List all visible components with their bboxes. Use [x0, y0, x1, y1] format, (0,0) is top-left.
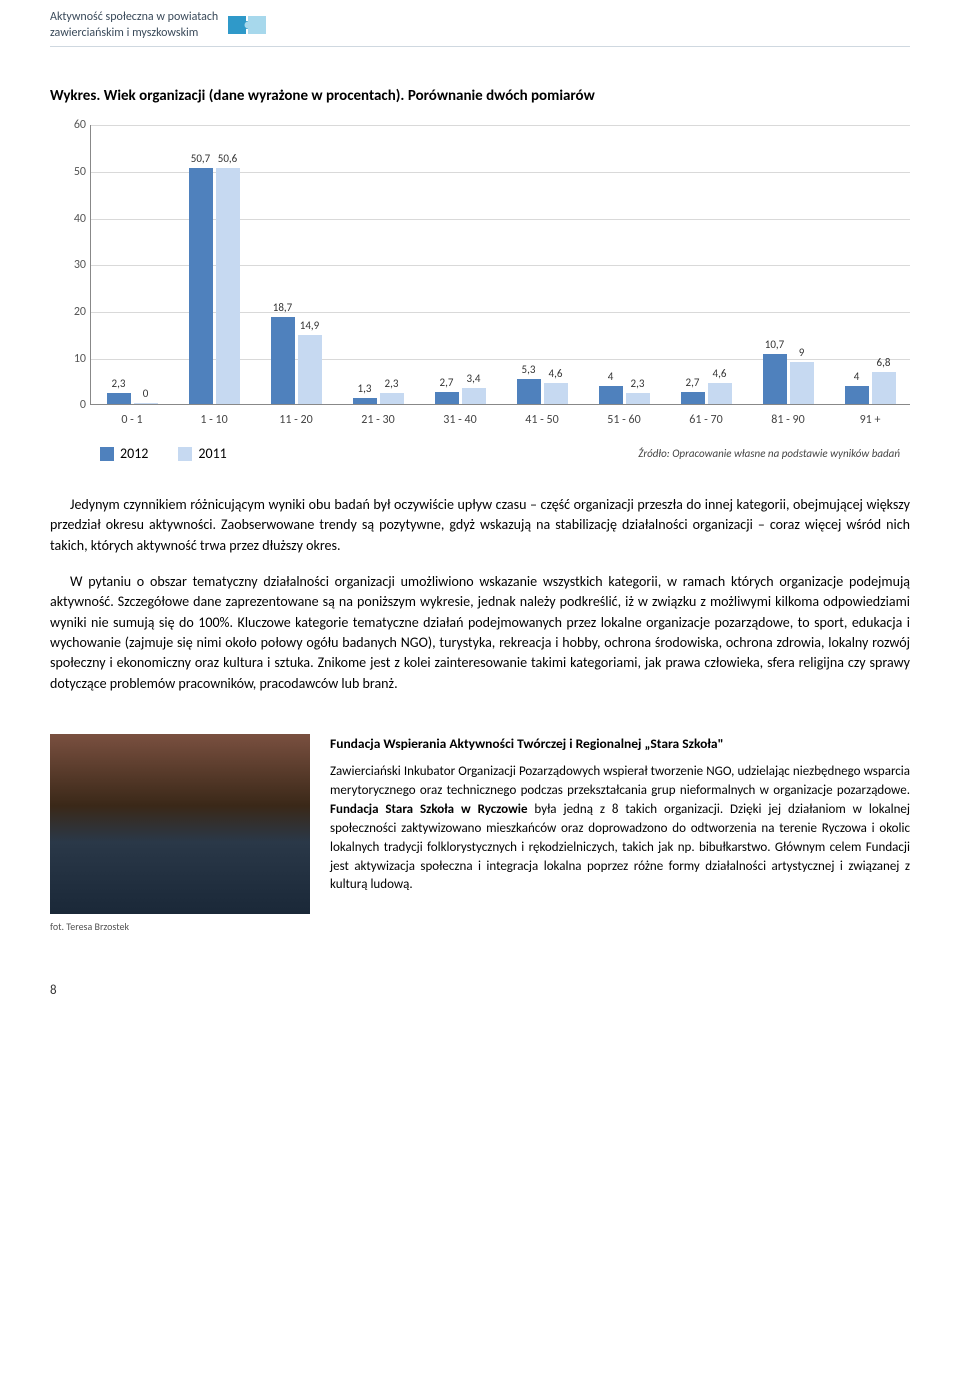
infobox-body: Zawierciański Inkubator Organizacji Poza…: [330, 763, 910, 895]
x-axis-label: 61 - 70: [689, 413, 722, 427]
bar-2011: 2,3: [380, 393, 404, 404]
chart-title: Wykres. Wiek organizacji (dane wyrażone …: [50, 87, 910, 105]
x-axis-label: 41 - 50: [525, 413, 558, 427]
bar-value-label: 50,6: [218, 152, 237, 165]
x-axis-label: 21 - 30: [361, 413, 394, 427]
bar-2011: 4,6: [544, 383, 568, 404]
bar-group: 10,79: [763, 354, 814, 404]
bar-2011: 3,4: [462, 388, 486, 404]
bar-2012: 4: [845, 386, 869, 405]
header-line2: zawierciańskim i myszkowskim: [50, 26, 218, 42]
y-axis-label: 0: [61, 398, 86, 412]
infobox: fot. Teresa Brzostek Fundacja Wspierania…: [50, 734, 910, 933]
page-number: 8: [50, 983, 910, 998]
infobox-body-pre: Zawierciański Inkubator Organizacji Poza…: [330, 764, 910, 798]
grid-line: [91, 125, 910, 126]
bar-value-label: 4,6: [549, 367, 563, 380]
bar-value-label: 4: [608, 370, 614, 383]
bar-2012: 2,7: [435, 392, 459, 405]
legend-swatch-2012: [100, 447, 114, 461]
y-axis-label: 20: [61, 305, 86, 319]
x-axis-label: 1 - 10: [200, 413, 227, 427]
paragraph-2: W pytaniu o obszar tematyczny działalnoś…: [50, 572, 910, 694]
bar-value-label: 5,3: [522, 363, 536, 376]
bar-value-label: 2,7: [686, 376, 700, 389]
infobox-text: Fundacja Wspierania Aktywności Twórczej …: [330, 734, 910, 895]
bar-2011: 4,6: [708, 383, 732, 404]
y-axis-label: 30: [61, 258, 86, 272]
bar-value-label: 3,4: [467, 372, 481, 385]
y-axis-label: 50: [61, 165, 86, 179]
bar-2012: 50,7: [189, 168, 213, 405]
bar-2012: 4: [599, 386, 623, 405]
bar-2011: 50,6: [216, 168, 240, 404]
bar-group: 42,3: [599, 386, 650, 405]
bar-2011: 6,8: [872, 372, 896, 404]
bar-value-label: 2,3: [385, 377, 399, 390]
bar-group: 1,32,3: [353, 393, 404, 404]
bar-value-label: 2,3: [112, 377, 126, 390]
bar-value-label: 9: [799, 346, 805, 359]
bar-value-label: 2,7: [440, 376, 454, 389]
photo-caption: fot. Teresa Brzostek: [50, 920, 310, 933]
bar-value-label: 10,7: [765, 338, 784, 351]
legend-label-2011: 2011: [198, 445, 226, 462]
bar-group: 46,8: [845, 372, 896, 404]
x-axis-label: 51 - 60: [607, 413, 640, 427]
bar-value-label: 0: [143, 387, 149, 400]
bar-2012: 1,3: [353, 398, 377, 404]
bar-group: 2,73,4: [435, 388, 486, 404]
x-axis-label: 11 - 20: [279, 413, 312, 427]
photo-placeholder: [50, 734, 310, 914]
bar-value-label: 18,7: [273, 301, 292, 314]
bar-value-label: 4,6: [713, 367, 727, 380]
y-axis-label: 60: [61, 118, 86, 132]
x-axis-label: 91 +: [860, 413, 881, 427]
page-header: Aktywność społeczna w powiatach zawierci…: [50, 0, 910, 47]
bar-2012: 18,7: [271, 317, 295, 404]
chart-plot-area: 01020304050602,300 - 150,750,61 - 1018,7…: [90, 125, 910, 405]
bar-value-label: 50,7: [191, 152, 210, 165]
bar-2011: 2,3: [626, 393, 650, 404]
bar-2012: 10,7: [763, 354, 787, 404]
x-axis-label: 0 - 1: [121, 413, 142, 427]
bar-group: 18,714,9: [271, 317, 322, 404]
age-chart: 01020304050602,300 - 150,750,61 - 1018,7…: [50, 125, 910, 465]
bar-value-label: 4: [854, 370, 860, 383]
bar-group: 50,750,6: [189, 168, 240, 405]
bar-value-label: 14,9: [300, 319, 319, 332]
bar-2011: 9: [790, 362, 814, 404]
photo-column: fot. Teresa Brzostek: [50, 734, 310, 933]
bar-2012: 5,3: [517, 379, 541, 404]
header-title: Aktywność społeczna w powiatach zawierci…: [50, 10, 218, 41]
bar-2012: 2,7: [681, 392, 705, 405]
infobox-body-bold: Fundacja Stara Szkoła w Ryczowie: [330, 802, 528, 817]
legend-label-2012: 2012: [120, 445, 148, 462]
bar-2011: 0: [134, 403, 158, 404]
y-axis-label: 10: [61, 352, 86, 366]
chart-legend: 2012 2011: [100, 445, 227, 462]
header-line1: Aktywność społeczna w powiatach: [50, 10, 218, 26]
bar-group: 5,34,6: [517, 379, 568, 404]
bar-value-label: 6,8: [877, 356, 891, 369]
paragraph-1: Jedynym czynnikiem różnicującym wyniki o…: [50, 495, 910, 556]
bar-2011: 14,9: [298, 335, 322, 405]
bar-value-label: 1,3: [358, 382, 372, 395]
legend-swatch-2011: [178, 447, 192, 461]
puzzle-icon: [228, 11, 268, 41]
y-axis-label: 40: [61, 212, 86, 226]
x-axis-label: 81 - 90: [771, 413, 804, 427]
bar-value-label: 2,3: [631, 377, 645, 390]
bar-group: 2,30: [107, 393, 158, 404]
bar-group: 2,74,6: [681, 383, 732, 404]
chart-source: Źródło: Opracowanie własne na podstawie …: [638, 447, 900, 460]
legend-item-2012: 2012: [100, 445, 148, 462]
bar-2012: 2,3: [107, 393, 131, 404]
legend-item-2011: 2011: [178, 445, 226, 462]
x-axis-label: 31 - 40: [443, 413, 476, 427]
infobox-title: Fundacja Wspierania Aktywności Twórczej …: [330, 734, 910, 754]
